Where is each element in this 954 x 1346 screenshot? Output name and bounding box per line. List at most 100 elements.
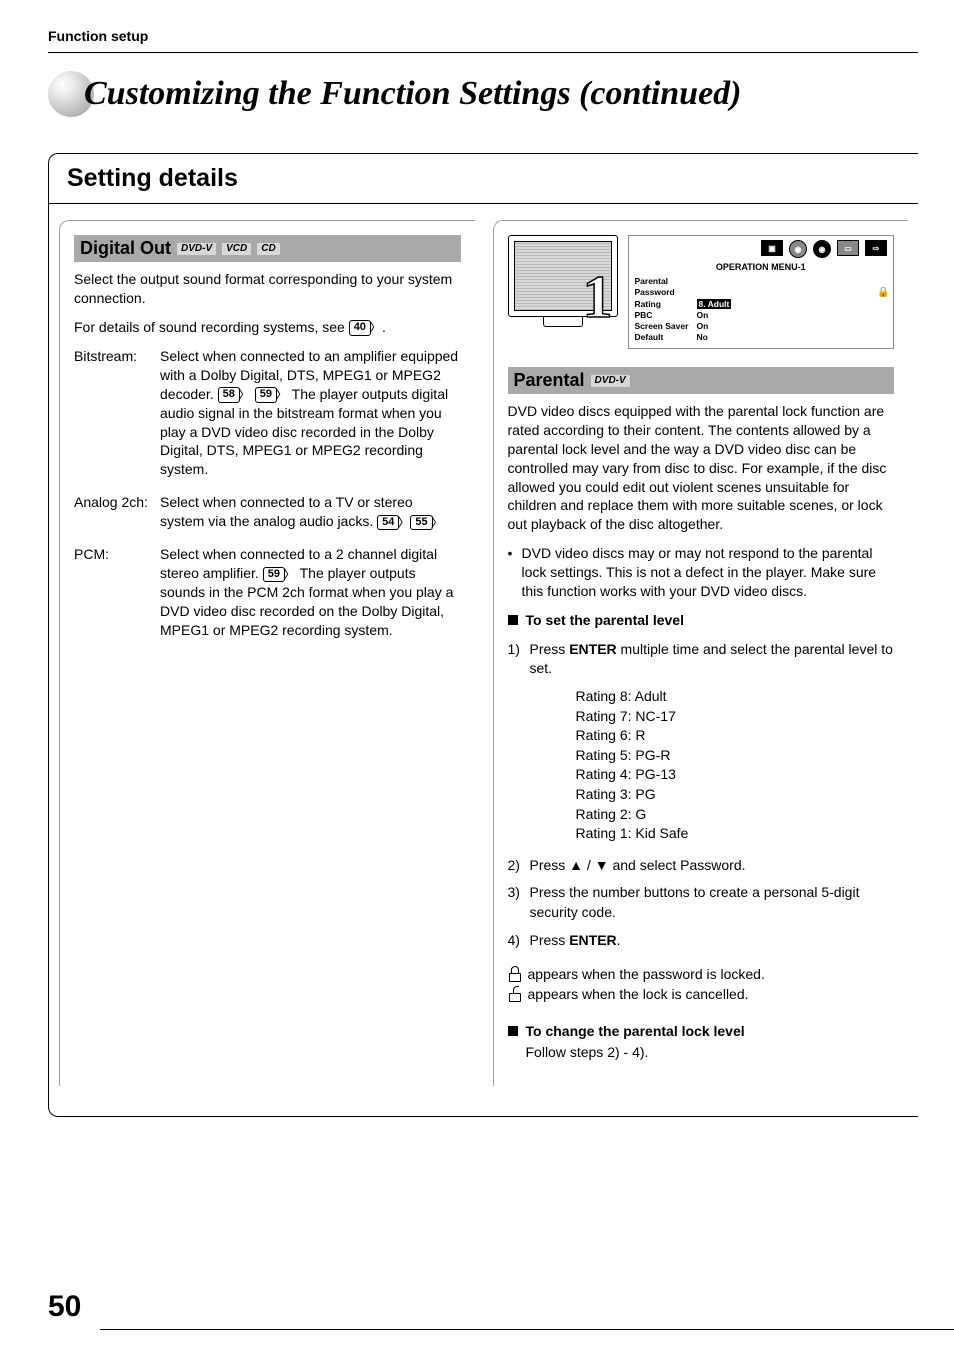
def-desc: Select when connected to a 2 channel dig…	[160, 545, 461, 640]
columns: Digital Out DVD-V VCD CD Select the outp…	[49, 204, 918, 1116]
osd-label: Rating	[635, 299, 697, 309]
section-frame: Setting details Digital Out DVD-V VCD CD…	[48, 153, 918, 1117]
tv-illustration: 1	[508, 235, 618, 335]
set-heading-text: To set the parental level	[526, 612, 684, 628]
step-num: 4)	[508, 931, 530, 951]
osd-title: OPERATION MENU-1	[635, 262, 888, 272]
osd-val: On	[697, 310, 878, 320]
ref-angle: 〉	[369, 319, 382, 337]
step-num: 2)	[508, 856, 530, 876]
square-icon	[508, 615, 518, 625]
osd-label: Password	[635, 287, 697, 298]
osd-val-hl: 8. Adult	[697, 299, 732, 309]
osd-val	[697, 276, 878, 286]
digital-out-header: Digital Out DVD-V VCD CD	[74, 235, 461, 262]
osd-icon-1: ▣	[761, 240, 783, 256]
tv-body: 1	[508, 235, 618, 317]
tag-cd: CD	[257, 243, 279, 255]
rating: Rating 1: Kid Safe	[576, 824, 895, 844]
osd-icon-4: ▭	[837, 240, 859, 256]
screenshot-row: 1 ▣ ◉ ◉ ▭ ⇨ OPERATION MENU-1 Parental	[508, 235, 895, 349]
digital-out-intro2: For details of sound recording systems, …	[74, 318, 461, 337]
right-column: 1 ▣ ◉ ◉ ▭ ⇨ OPERATION MENU-1 Parental	[493, 220, 909, 1086]
change-heading-text: To change the parental lock level	[526, 1023, 745, 1039]
ref-59b: 59	[263, 567, 285, 582]
left-column: Digital Out DVD-V VCD CD Select the outp…	[59, 220, 475, 1086]
ref-58: 58	[218, 387, 240, 402]
page-title-row: Customizing the Function Settings (conti…	[48, 71, 918, 117]
osd-label: Default	[635, 332, 697, 342]
def-term: Bitstream:	[74, 347, 160, 479]
step-num: 3)	[508, 883, 530, 922]
header-rule	[48, 52, 918, 53]
section-titlebar: Setting details	[49, 154, 918, 204]
tag-vcd: VCD	[222, 243, 251, 255]
s4-bold: ENTER	[569, 932, 616, 948]
def-bitstream: Bitstream: Select when connected to an a…	[74, 347, 461, 479]
ref-angle: 〉	[238, 386, 251, 404]
rating: Rating 4: PG-13	[576, 765, 895, 785]
tv-stand	[543, 317, 583, 327]
rating: Rating 5: PG-R	[576, 746, 895, 766]
page-number: 50	[48, 1290, 81, 1324]
desc-pre: Select when connected to a TV or stereo …	[160, 494, 413, 529]
osd-val: On	[697, 321, 878, 331]
osd-icon-3: ◉	[813, 240, 831, 258]
ref-angle: 〉	[431, 514, 444, 532]
osd-icon-5: ⇨	[865, 240, 887, 256]
locked-text: appears when the password is locked.	[528, 966, 765, 982]
rating: Rating 3: PG	[576, 785, 895, 805]
step-num: 1)	[508, 640, 530, 679]
open-line: appears when the lock is cancelled.	[508, 986, 895, 1002]
osd-box: ▣ ◉ ◉ ▭ ⇨ OPERATION MENU-1 Parental Pass…	[628, 235, 895, 349]
change-text: Follow steps 2) - 4).	[526, 1043, 895, 1062]
s1-bold: ENTER	[569, 641, 616, 657]
digital-out-intro: Select the output sound format correspon…	[74, 270, 461, 308]
osd-val: 8. Adult	[697, 299, 878, 309]
def-analog: Analog 2ch: Select when connected to a T…	[74, 493, 461, 531]
osd-grid: Parental Password🔒 Rating8. Adult PBCOn …	[635, 276, 888, 342]
intro2-post: .	[382, 319, 386, 335]
tag-dvdv-2: DVD-V	[591, 375, 630, 387]
step-1: 1) Press ENTER multiple time and select …	[508, 640, 895, 679]
ref-angle: 〉	[283, 566, 296, 584]
parental-title: Parental	[514, 370, 585, 391]
def-pcm: PCM: Select when connected to a 2 channe…	[74, 545, 461, 640]
osd-label: PBC	[635, 310, 697, 320]
change-heading: To change the parental lock level	[508, 1022, 895, 1041]
digital-out-title: Digital Out	[80, 238, 171, 259]
s1-pre: Press	[530, 641, 570, 657]
ref-angle: 〉	[397, 514, 410, 532]
rating: Rating 6: R	[576, 726, 895, 746]
ref-55: 55	[410, 515, 432, 530]
step-body: Press the number buttons to create a per…	[530, 883, 895, 922]
intro2-pre: For details of sound recording systems, …	[74, 319, 349, 335]
ref-40: 40	[349, 320, 371, 335]
tv-number-1: 1	[583, 276, 613, 318]
parental-note-text: DVD video discs may or may not respond t…	[522, 544, 895, 601]
ref-54: 54	[377, 515, 399, 530]
ref-angle: 〉	[275, 386, 288, 404]
parental-note: • DVD video discs may or may not respond…	[508, 544, 895, 601]
lock-closed-icon	[508, 966, 522, 982]
s4-pre: Press	[530, 932, 570, 948]
tag-dvdv: DVD-V	[177, 243, 216, 255]
square-icon	[508, 1026, 518, 1036]
rating: Rating 7: NC-17	[576, 707, 895, 727]
open-text: appears when the lock is cancelled.	[528, 986, 749, 1002]
step-2: 2) Press ▲ / ▼ and select Password.	[508, 856, 895, 876]
ratings-list: Rating 8: Adult Rating 7: NC-17 Rating 6…	[576, 687, 895, 844]
rating: Rating 2: G	[576, 805, 895, 825]
bullet-dot: •	[508, 544, 522, 601]
osd-label: Parental	[635, 276, 697, 286]
def-desc: Select when connected to an amplifier eq…	[160, 347, 461, 479]
section-title: Setting details	[67, 164, 900, 193]
parental-para: DVD video discs equipped with the parent…	[508, 402, 895, 534]
step-3: 3) Press the number buttons to create a …	[508, 883, 895, 922]
rating: Rating 8: Adult	[576, 687, 895, 707]
def-term: Analog 2ch:	[74, 493, 160, 531]
s4-post: .	[617, 932, 621, 948]
page-rule	[100, 1329, 954, 1330]
def-desc: Select when connected to a TV or stereo …	[160, 493, 461, 531]
step-body: Press ▲ / ▼ and select Password.	[530, 856, 746, 876]
